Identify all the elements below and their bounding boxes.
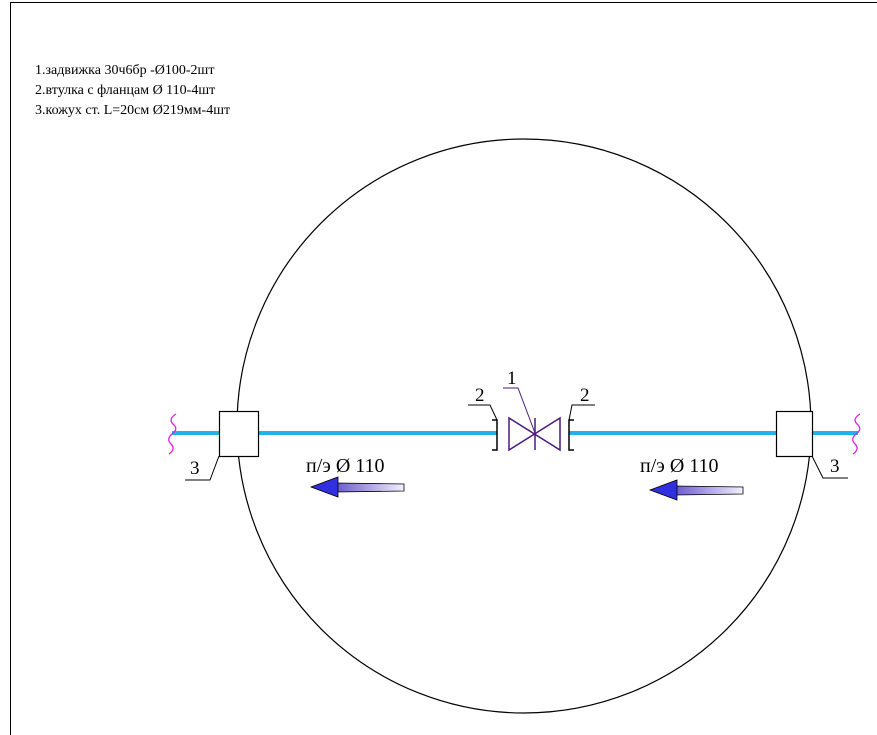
note: 3.кожух ст. L=20см Ø219мм-4шт <box>35 103 230 118</box>
label: 1 <box>507 368 517 389</box>
label: 3 <box>830 456 840 477</box>
casing <box>218 410 260 458</box>
break-mark <box>168 413 177 455</box>
leader <box>503 387 536 434</box>
pipe-label: п/э Ø 110 <box>640 455 719 477</box>
casing <box>775 410 814 458</box>
pipe-label: п/э Ø 110 <box>306 455 385 477</box>
flow-arrow <box>309 476 405 498</box>
well <box>236 138 812 714</box>
label: 2 <box>475 385 485 406</box>
flow-arrow <box>648 479 744 501</box>
note: 1.задвижка 30ч6бр -Ø100-2шт <box>35 63 214 78</box>
note: 2.втулка с фланцам Ø 110-4шт <box>35 83 215 98</box>
flange <box>492 419 574 451</box>
break-mark <box>852 413 861 455</box>
leader <box>185 404 848 481</box>
frame <box>10 2 877 735</box>
valve <box>508 416 561 452</box>
label: 3 <box>190 458 200 479</box>
label: 2 <box>580 385 590 406</box>
